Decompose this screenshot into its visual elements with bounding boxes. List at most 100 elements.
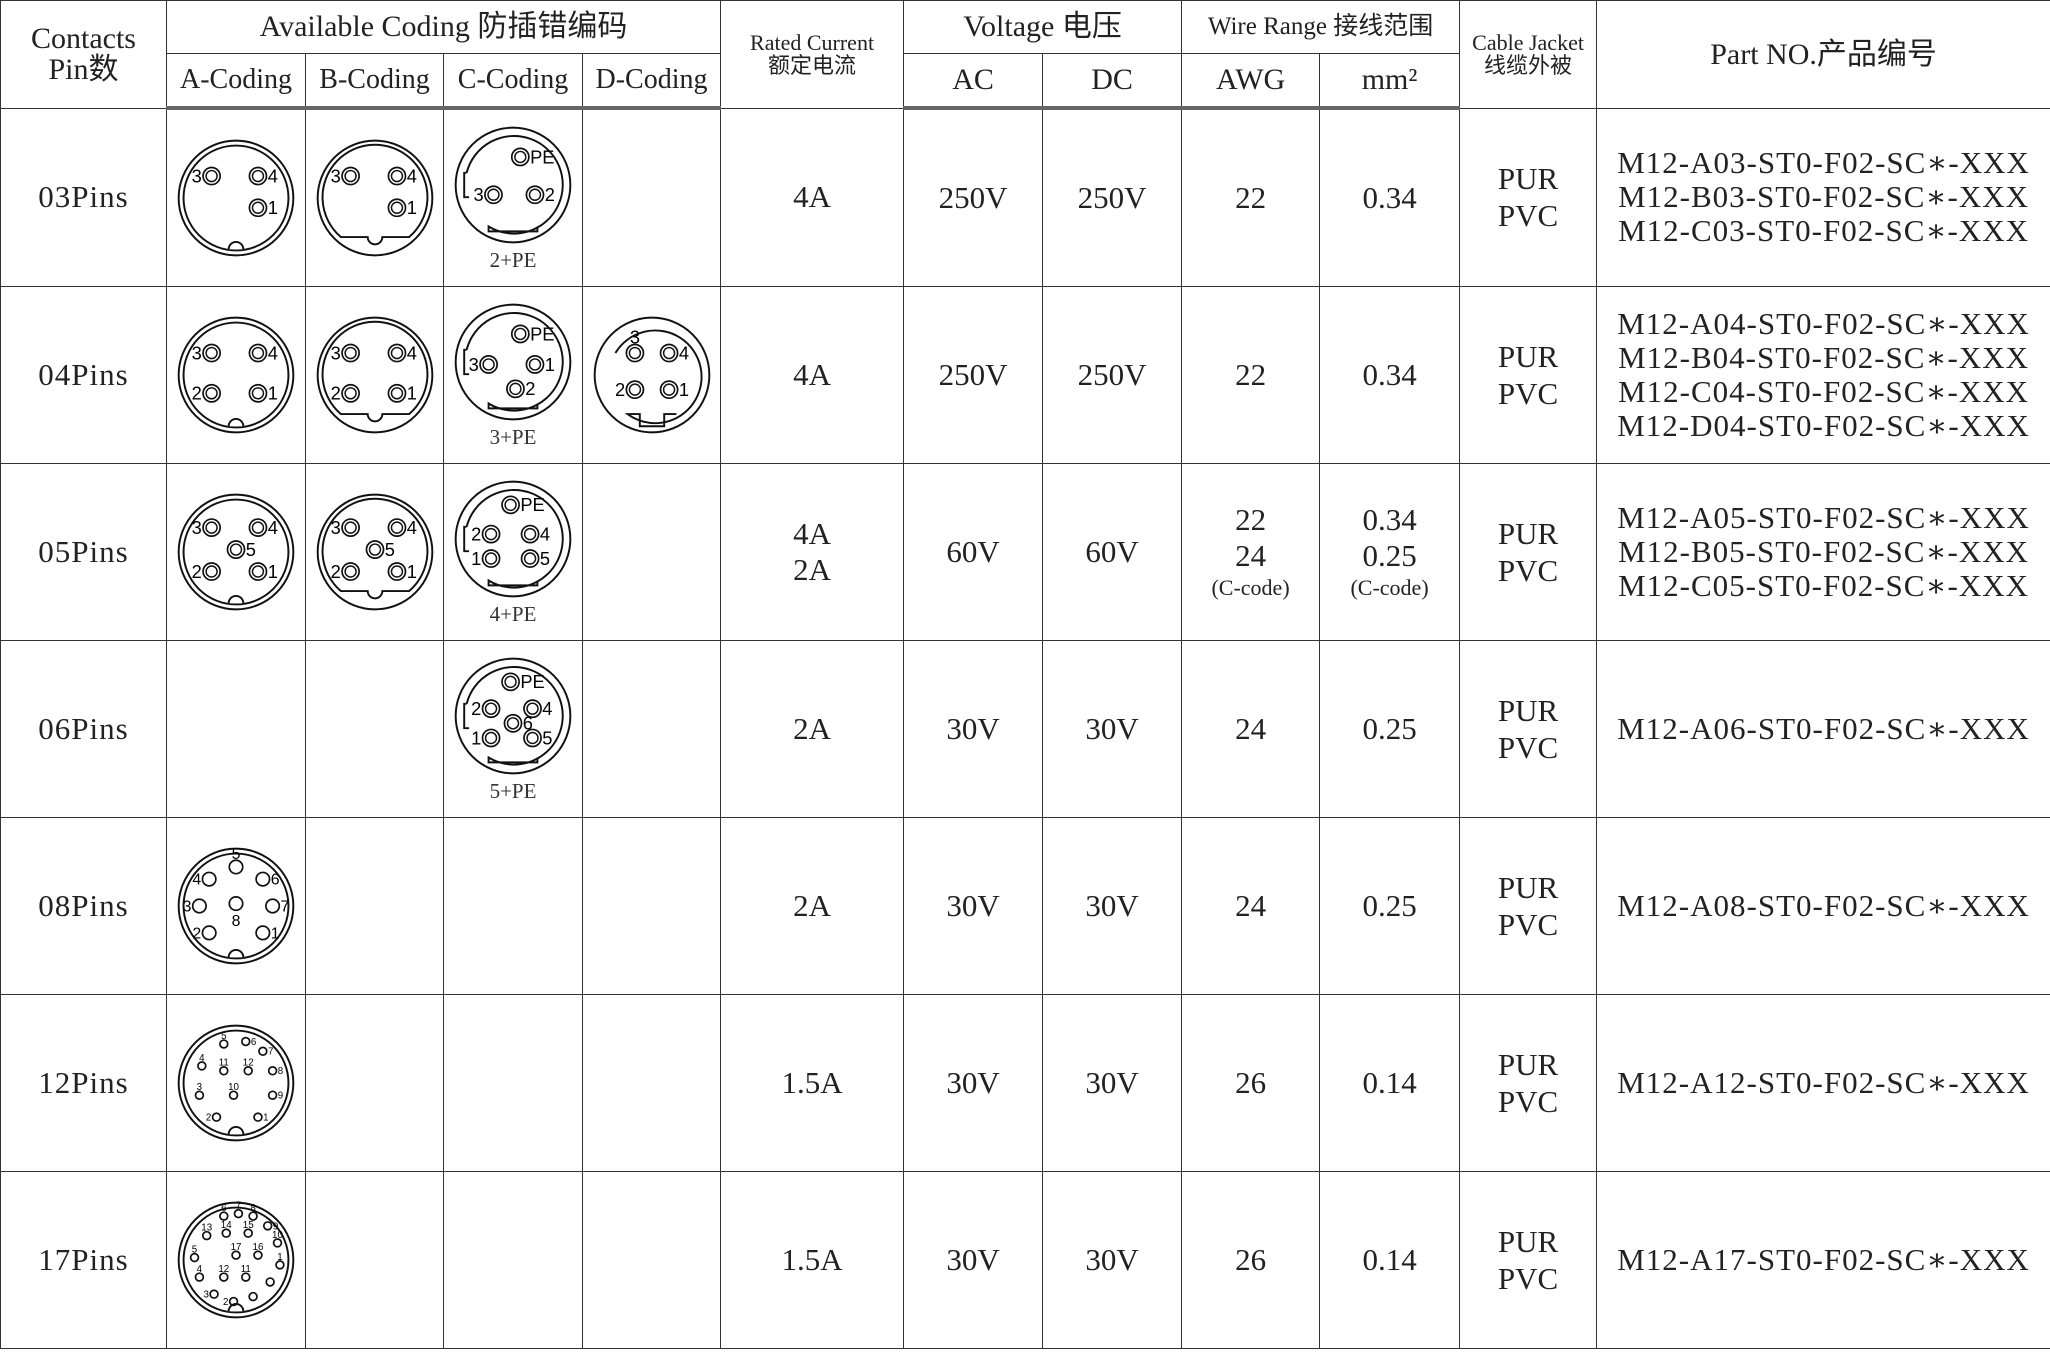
voltage-ac: 30V xyxy=(903,817,1044,995)
coding-cell: PE 3 1 2 3+PE xyxy=(443,286,583,464)
svg-text:4: 4 xyxy=(406,342,416,363)
table-row: 04Pins 3 4 2 1 3 4 2 1 PE 3 1 2 3+PE 3 4 2 1 4A 250V 250V 22 0… xyxy=(0,286,2050,464)
coding-caption: 5+PE xyxy=(489,779,537,803)
svg-text:6: 6 xyxy=(523,713,533,734)
svg-text:2: 2 xyxy=(545,184,555,205)
coding-cell: 3 4 2 1 xyxy=(305,286,444,464)
pin-count: 08Pins xyxy=(0,817,167,995)
part-number: M12-B05-ST0-F02-SC∗-XXX xyxy=(1618,534,2030,569)
part-number: M12-C04-ST0-F02-SC∗-XXX xyxy=(1618,374,2030,409)
table-row: 17Pins 6 7 8 9 10 1 2 3 4 5 13 14 15 16 17 12 11 1.5A 30V 30… xyxy=(0,1171,2050,1349)
part-number: M12-D04-ST0-F02-SC∗-XXX xyxy=(1617,408,2030,443)
part-numbers: M12-A12-ST0-F02-SC∗-XXX xyxy=(1596,994,2050,1172)
svg-text:PE: PE xyxy=(520,494,544,515)
part-numbers: M12-A04-ST0-F02-SC∗-XXX M12-B04-ST0-F02-S… xyxy=(1596,286,2050,464)
svg-text:2: 2 xyxy=(192,925,201,942)
coding-cell xyxy=(443,817,583,995)
table-row: 12Pins 5 6 7 8 9 1 2 3 4 11 12 10 1.5A 30V 30V 26 0.14 PUR… xyxy=(0,994,2050,1172)
svg-text:10: 10 xyxy=(272,1230,283,1241)
svg-text:4: 4 xyxy=(192,872,201,889)
table-row: 05Pins 3 4 2 1 5 3 4 2 1 5 PE 2 4 1 5 4+PE 4A 2A 60V 60V 22 24… xyxy=(0,463,2050,641)
cable-jacket: PUR PVC xyxy=(1459,994,1598,1172)
part-numbers: M12-A05-ST0-F02-SC∗-XXX M12-B05-ST0-F02-S… xyxy=(1596,463,2050,641)
header-d-coding: D-Coding xyxy=(581,53,722,110)
coding-cell: PE 3 2 2+PE xyxy=(443,107,583,287)
svg-text:2: 2 xyxy=(192,561,202,582)
svg-text:9: 9 xyxy=(278,1091,283,1102)
cable-jacket: PUR PVC xyxy=(1459,463,1598,641)
part-number: M12-A04-ST0-F02-SC∗-XXX xyxy=(1617,306,2030,341)
coding-cell: 6 7 8 9 10 1 2 3 4 5 13 14 15 16 17 12 11 xyxy=(166,1171,306,1349)
coding-cell: 3 4 2 1 xyxy=(581,286,722,464)
header-voltage: Voltage 电压 xyxy=(903,0,1183,54)
coding-cell: 3 4 1 xyxy=(166,107,306,287)
header-mm2: mm² xyxy=(1319,53,1461,110)
cable-jacket: PUR PVC xyxy=(1459,286,1598,464)
svg-text:1: 1 xyxy=(271,925,280,942)
coding-cell xyxy=(581,107,722,287)
voltage-dc: 250V xyxy=(1042,286,1183,464)
voltage-dc: 30V xyxy=(1042,640,1183,818)
voltage-dc: 30V xyxy=(1042,994,1183,1172)
coding-caption: 3+PE xyxy=(489,425,537,449)
pin-layout-b4-diagram: 3 4 2 1 xyxy=(316,316,433,434)
svg-text:14: 14 xyxy=(221,1220,232,1231)
table-row: 03Pins 3 4 1 3 4 1 PE 3 2 2+PE 4A 250V 250V 22 0.34 PUR P… xyxy=(0,107,2050,287)
svg-text:4: 4 xyxy=(540,524,550,545)
wire-awg: 22 xyxy=(1181,286,1321,464)
svg-text:2: 2 xyxy=(223,1297,228,1308)
svg-text:4: 4 xyxy=(542,698,552,719)
svg-text:6: 6 xyxy=(251,1037,256,1048)
svg-text:15: 15 xyxy=(243,1220,254,1231)
part-numbers: M12-A06-ST0-F02-SC∗-XXX xyxy=(1596,640,2050,818)
svg-text:2: 2 xyxy=(525,378,535,399)
voltage-dc: 30V xyxy=(1042,1171,1183,1349)
coding-cell xyxy=(581,640,722,818)
svg-text:8: 8 xyxy=(250,1203,255,1214)
svg-text:2: 2 xyxy=(192,383,202,404)
pin-layout-c4-diagram: PE 3 12 xyxy=(454,303,572,421)
part-numbers: M12-A17-ST0-F02-SC∗-XXX xyxy=(1596,1171,2050,1349)
pin-layout-a5-diagram: 3 4 2 15 xyxy=(177,493,295,611)
coding-caption: 2+PE xyxy=(489,248,537,272)
svg-text:PE: PE xyxy=(530,323,554,344)
svg-text:1: 1 xyxy=(277,1252,282,1263)
header-a-coding: A-Coding xyxy=(166,53,306,110)
header-dc: DC xyxy=(1042,53,1183,110)
svg-text:9: 9 xyxy=(273,1221,278,1232)
svg-text:3: 3 xyxy=(474,184,484,205)
svg-text:4: 4 xyxy=(268,517,278,538)
part-number: M12-A05-ST0-F02-SC∗-XXX xyxy=(1617,500,2030,535)
svg-text:8: 8 xyxy=(232,913,241,930)
header-cable-jacket: Cable Jacket 线缆外被 xyxy=(1459,0,1598,109)
rated-current: 4A xyxy=(720,286,905,464)
pin-count: 05Pins xyxy=(0,463,167,641)
voltage-dc: 250V xyxy=(1042,107,1183,287)
svg-text:1: 1 xyxy=(545,354,555,375)
svg-text:2: 2 xyxy=(330,561,340,582)
wire-mm2: 0.14 xyxy=(1319,994,1461,1172)
part-numbers: M12-A03-ST0-F02-SC∗-XXX M12-B03-ST0-F02-S… xyxy=(1596,107,2050,287)
svg-text:4: 4 xyxy=(678,342,688,363)
rated-current: 1.5A xyxy=(720,994,905,1172)
svg-text:1: 1 xyxy=(263,1113,268,1124)
pin-layout-b5-diagram: 3 4 2 15 xyxy=(316,493,433,611)
pin-count: 06Pins xyxy=(0,640,167,818)
coding-cell: 3 4 1 xyxy=(305,107,444,287)
svg-text:7: 7 xyxy=(236,1201,241,1212)
svg-text:5: 5 xyxy=(232,846,241,863)
coding-cell xyxy=(581,817,722,995)
header-rated-current: Rated Current 额定电流 xyxy=(720,0,905,109)
wire-awg: 24 xyxy=(1181,640,1321,818)
svg-text:2: 2 xyxy=(471,698,481,719)
svg-text:5: 5 xyxy=(192,1244,198,1255)
svg-text:4: 4 xyxy=(406,165,416,186)
wire-awg: 26 xyxy=(1181,994,1321,1172)
table-row: 06Pins PE 2 4 6 1 5 5+PE 2A 30V 30V 24 0.25 PUR PVC M12… xyxy=(0,640,2050,818)
coding-cell: PE 2 4 6 1 5 5+PE xyxy=(443,640,583,818)
svg-text:11: 11 xyxy=(219,1058,229,1069)
header-coding: Available Coding 防插错编码 xyxy=(165,0,722,54)
svg-text:3: 3 xyxy=(183,899,192,916)
